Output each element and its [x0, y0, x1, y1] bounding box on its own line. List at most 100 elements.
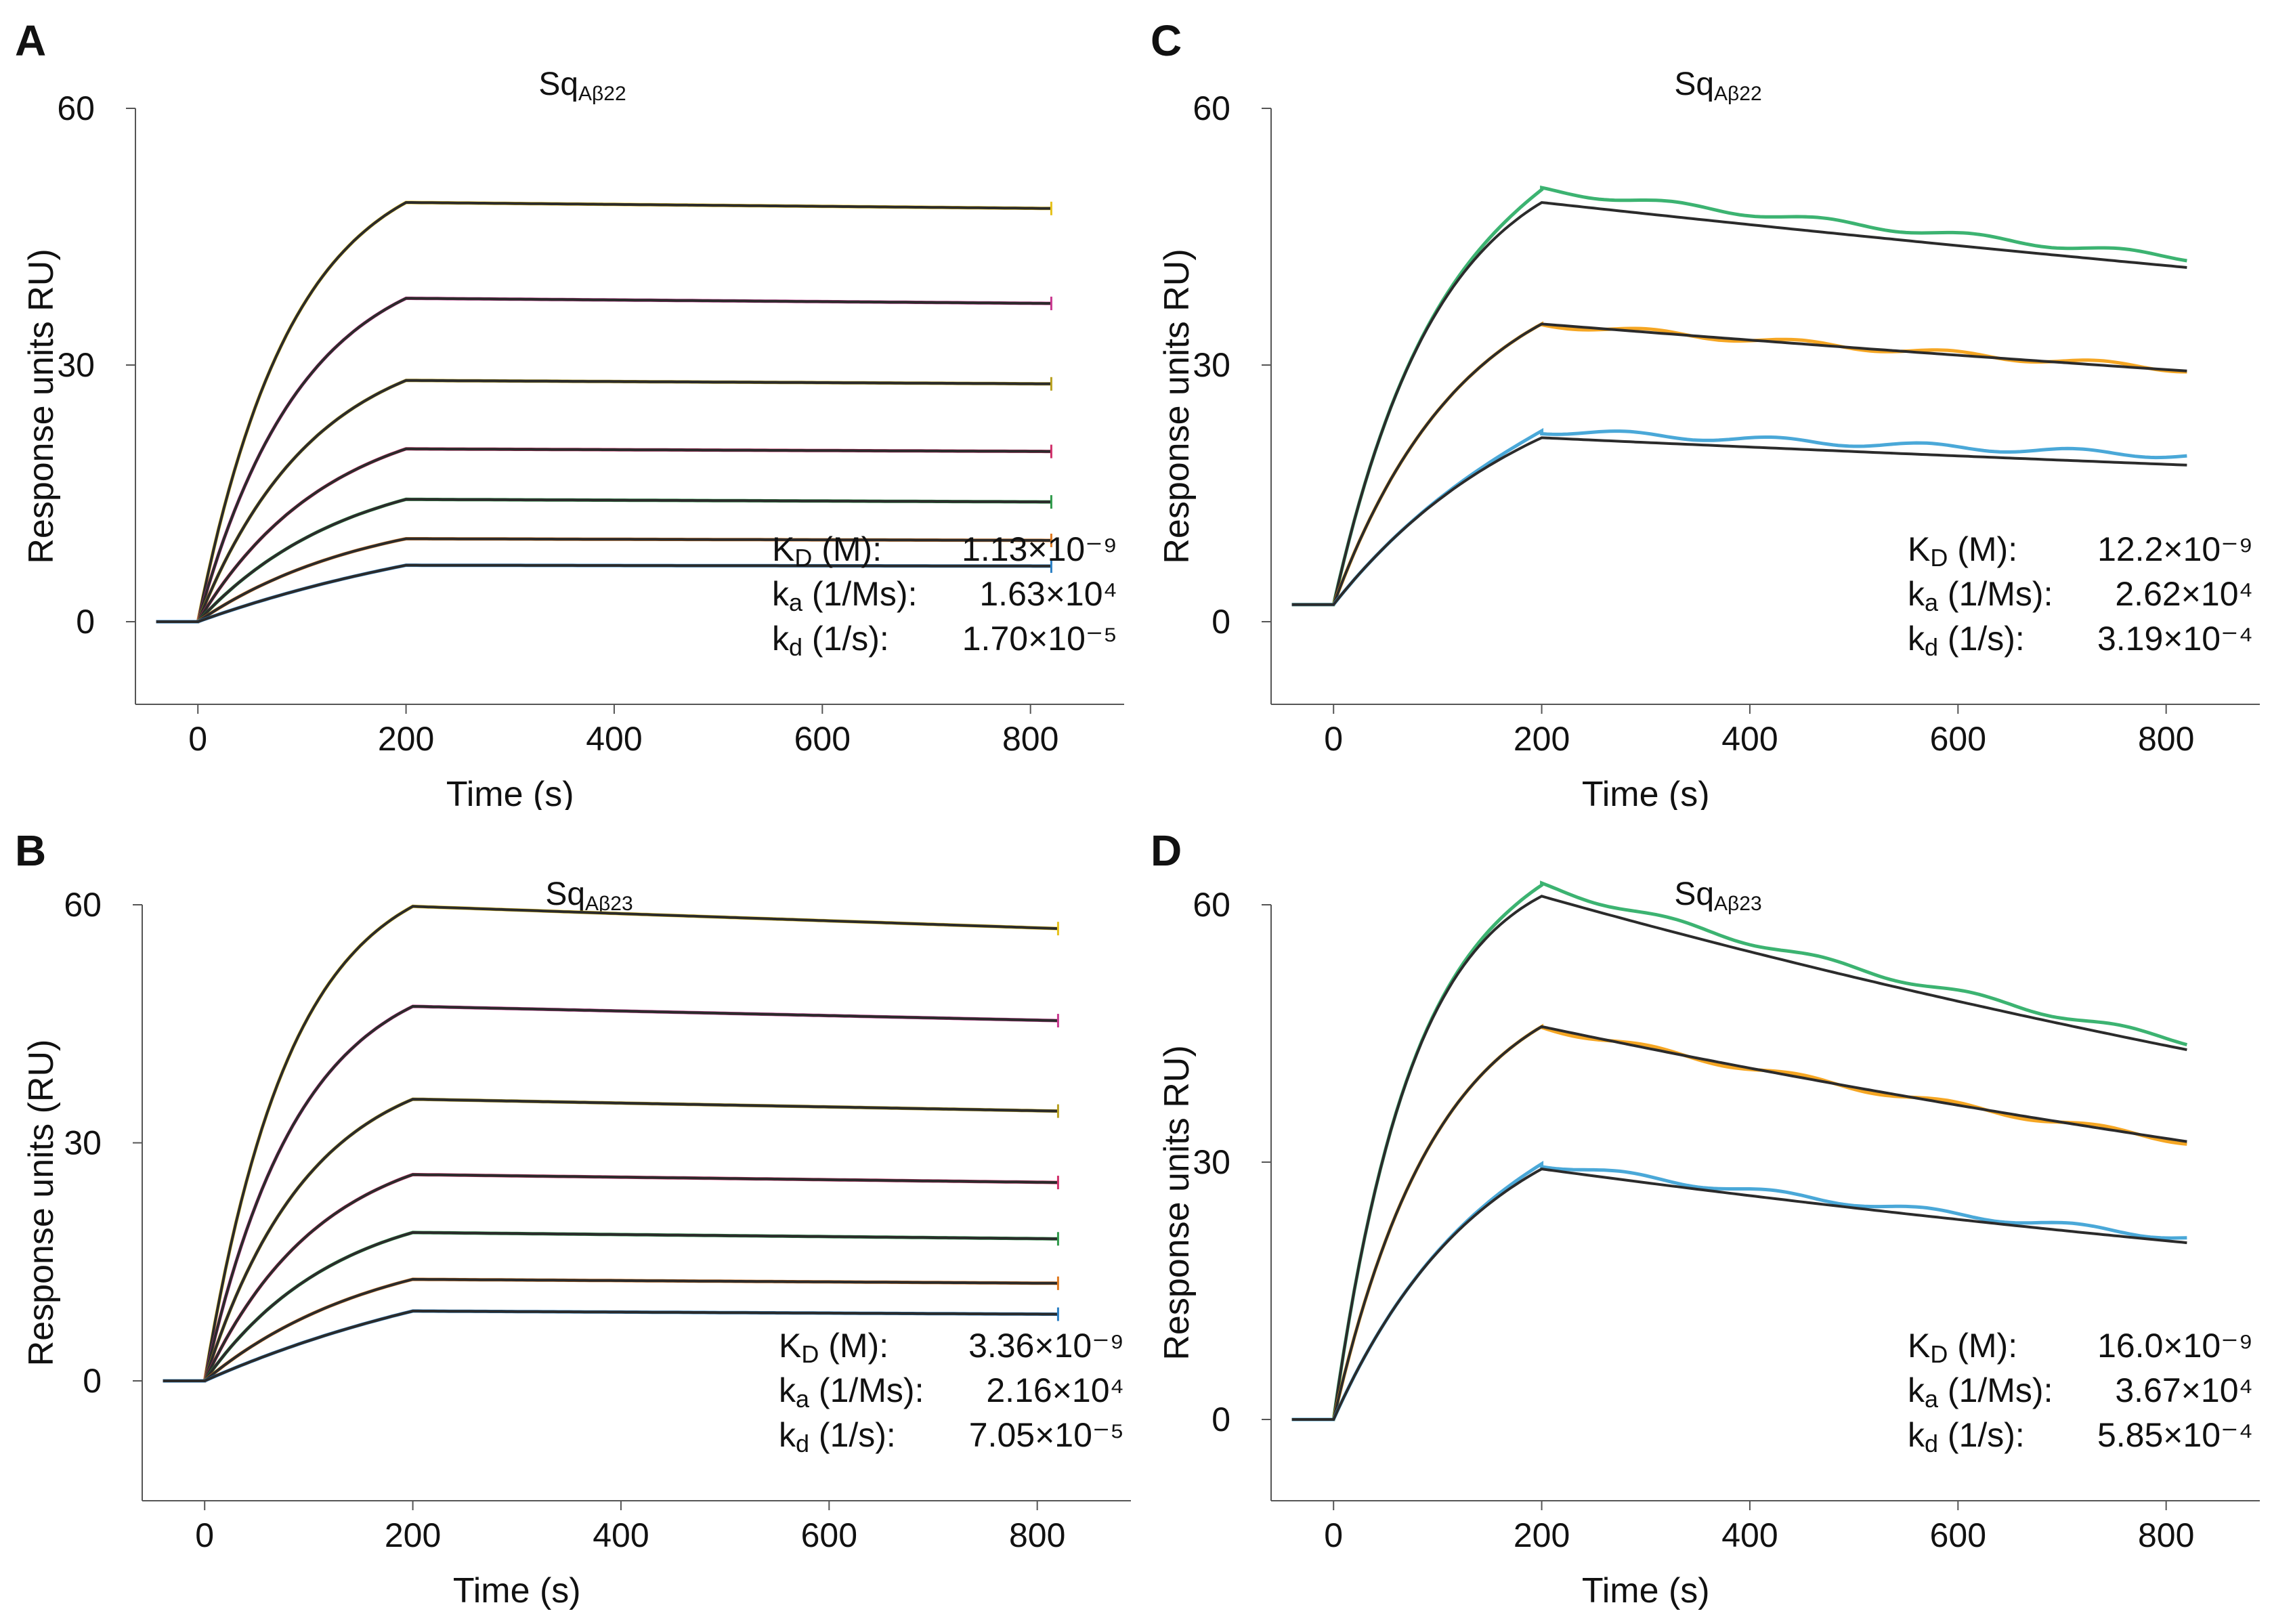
x-tick-label: 600 [801, 1516, 857, 1554]
fit-curve-curve-2 [1291, 1025, 2187, 1421]
kinetic-label: KD (M): [1908, 1327, 2017, 1368]
kinetic-label: kd (1/s): [772, 620, 889, 661]
data-curve-curve-6 [163, 1277, 1058, 1383]
x-axis-label: Time (s) [453, 1571, 581, 1610]
kinetic-label: kd (1/s): [779, 1416, 896, 1457]
x-tick-label: 600 [794, 720, 851, 758]
chart-title: SqAβ23 [1674, 876, 1761, 915]
chart-title: SqAβ23 [545, 876, 633, 915]
kinetic-label: kd (1/s): [1908, 1416, 2025, 1457]
x-axis-label: Time (s) [1582, 775, 1710, 810]
panel-c: 0 30 60 0 200 400 600 800 C SqAβ22 Time (s) Respons… [1136, 0, 2272, 814]
x-tick-label: 0 [1324, 720, 1343, 758]
kinetic-value: 12.2×10⁻⁹ [2097, 530, 2253, 568]
x-tick-label: 400 [1721, 1516, 1778, 1554]
data-curve-curve-1 [156, 200, 1052, 624]
kinetic-label: ka (1/Ms): [772, 575, 917, 616]
y-tick-label: 60 [1193, 886, 1230, 924]
kinetic-value: 3.19×10⁻⁴ [2097, 620, 2253, 658]
x-tick-label: 800 [2138, 720, 2194, 758]
kinetic-value: 16.0×10⁻⁹ [2097, 1327, 2253, 1365]
kinetic-value: 2.16×10⁴ [986, 1371, 1124, 1409]
data-curve-curve-2 [1291, 321, 2187, 607]
fit-curve-curve-4 [156, 447, 1052, 623]
y-tick-label: 30 [1193, 1143, 1230, 1181]
y-tick-label: 30 [64, 1124, 102, 1162]
kinetic-label: KD (M): [1908, 530, 2017, 572]
x-tick-label: 200 [378, 720, 434, 758]
chart-title: SqAβ22 [1674, 66, 1761, 105]
panel-label: B [15, 826, 46, 875]
data-curve-curve-1 [1291, 186, 2187, 607]
panel-b: 0 30 60 0 200 400 600 800 B SqAβ23 Time (s) Respons… [0, 810, 1136, 1621]
data-curve-curve-5 [163, 1231, 1058, 1383]
panel-label: C [1151, 16, 1182, 65]
x-tick-label: 800 [1002, 720, 1058, 758]
kinetic-label: KD (M): [772, 530, 882, 572]
kinetic-value: 2.62×10⁴ [2115, 575, 2253, 613]
kinetic-label: ka (1/Ms): [779, 1371, 924, 1413]
data-curve-curve-2 [163, 1004, 1058, 1383]
kinetic-value: 1.63×10⁴ [979, 575, 1117, 613]
panel-d: 0 30 60 0 200 400 600 800 D SqAβ23 Time (s) Respons… [1136, 810, 2272, 1621]
x-tick-label: 200 [1514, 1516, 1570, 1554]
panel-label: A [15, 16, 46, 65]
y-tick-label: 30 [1193, 346, 1230, 384]
x-tick-label: 400 [1721, 720, 1778, 758]
fit-curve-curve-4 [163, 1173, 1058, 1382]
x-tick-label: 0 [1324, 1516, 1343, 1554]
panel-a: 0 30 60 0 200 400 600 800 A SqAβ22 Time (s) Respons… [0, 0, 1136, 814]
data-curve-curve-3 [163, 1097, 1058, 1383]
fit-curve-curve-3 [1291, 436, 2187, 606]
x-tick-label: 0 [188, 720, 207, 758]
fit-curve-curve-5 [156, 498, 1052, 623]
kinetic-value: 7.05×10⁻⁵ [969, 1416, 1124, 1454]
fit-curve-curve-5 [163, 1231, 1058, 1382]
kinetic-label: ka (1/Ms): [1908, 1371, 2053, 1413]
x-tick-label: 600 [1930, 720, 1986, 758]
fit-curve-curve-1 [1291, 200, 2187, 606]
y-tick-label: 0 [1212, 1401, 1230, 1438]
x-tick-label: 800 [2138, 1516, 2194, 1554]
fit-curve-curve-3 [1291, 1168, 2187, 1421]
kinetic-label: kd (1/s): [1908, 620, 2025, 661]
kinetic-label: KD (M): [779, 1327, 888, 1368]
fit-curve-curve-2 [1291, 322, 2187, 606]
fit-curve-curve-1 [163, 905, 1058, 1382]
y-tick-label: 0 [76, 603, 95, 641]
y-axis-label: Response units RU) [1157, 249, 1197, 563]
x-axis-label: Time (s) [446, 775, 574, 810]
x-tick-label: 200 [1514, 720, 1570, 758]
fit-curve-curve-2 [156, 297, 1052, 623]
x-tick-label: 400 [586, 720, 642, 758]
y-axis-label: Response units (RU) [22, 1040, 61, 1367]
x-axis-label: Time (s) [1582, 1571, 1710, 1610]
x-tick-label: 600 [1930, 1516, 1986, 1554]
y-tick-label: 60 [1193, 89, 1230, 127]
kinetic-value: 3.67×10⁴ [2115, 1371, 2253, 1409]
data-curve-curve-1 [163, 904, 1058, 1383]
fit-curve-curve-7 [163, 1309, 1058, 1382]
panel-label: D [1151, 826, 1182, 875]
y-tick-label: 0 [1212, 603, 1230, 641]
fit-curve-curve-1 [156, 201, 1052, 623]
y-axis-label: Response units RU) [1157, 1045, 1197, 1360]
data-curve-curve-1 [1291, 880, 2188, 1422]
fit-curve-curve-1 [1291, 895, 2187, 1421]
kinetic-value: 5.85×10⁻⁴ [2097, 1416, 2253, 1454]
y-axis-label: Response units RU) [22, 249, 61, 563]
fit-curve-curve-3 [163, 1098, 1058, 1382]
fit-curve-curve-7 [156, 563, 1052, 623]
y-tick-label: 30 [57, 346, 95, 384]
chart-title: SqAβ22 [538, 66, 626, 105]
fit-curve-curve-3 [156, 379, 1052, 623]
x-tick-label: 200 [385, 1516, 441, 1554]
x-tick-label: 0 [195, 1516, 214, 1554]
kinetic-value: 1.13×10⁻⁹ [962, 530, 1117, 568]
data-curve-curve-3 [1291, 428, 2187, 607]
data-curve-curve-4 [163, 1172, 1058, 1383]
fit-curve-curve-2 [163, 1004, 1058, 1382]
